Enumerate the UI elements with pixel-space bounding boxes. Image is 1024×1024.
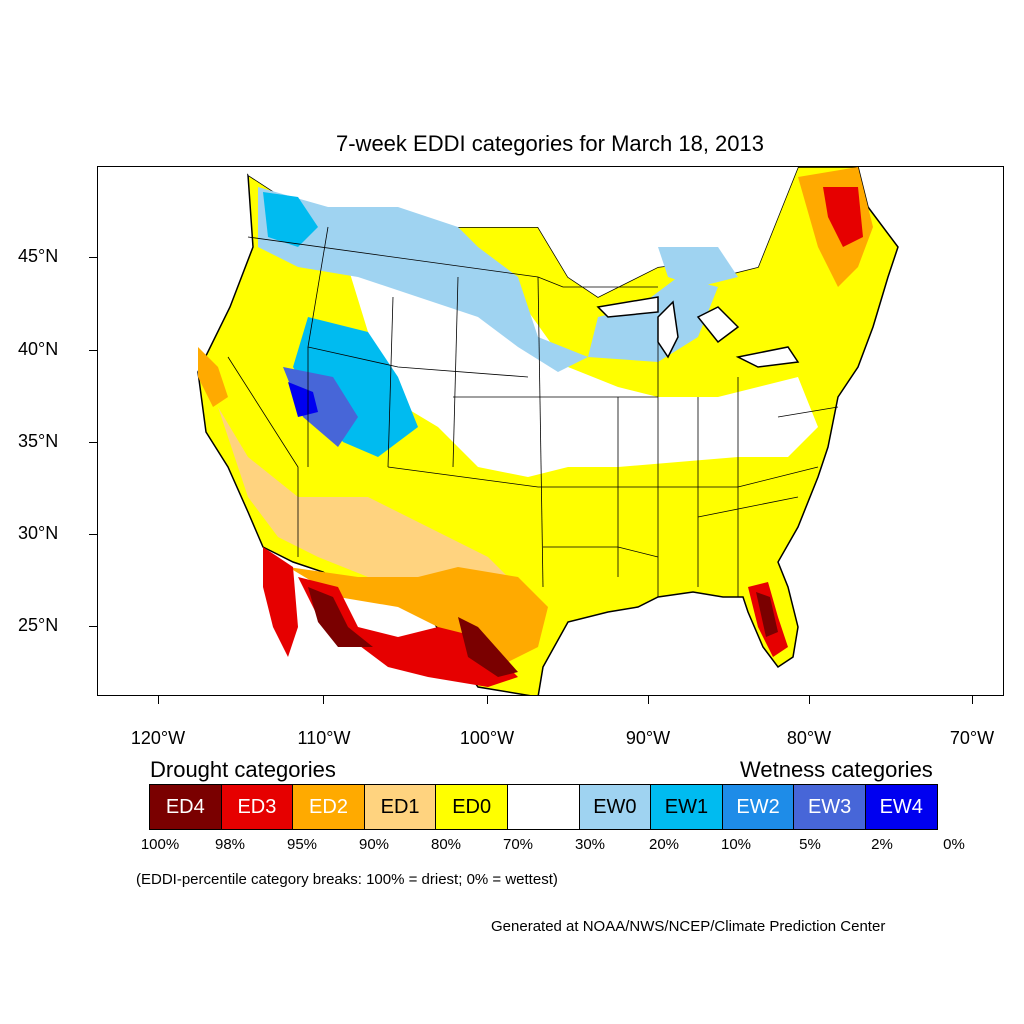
lon-label-70: 70°W: [949, 728, 995, 748]
lat-tick-30: [89, 534, 97, 535]
lat-label-25: 25°N: [18, 615, 59, 635]
region-ed3-south: [298, 577, 518, 687]
lon-label-100: 100°W: [459, 728, 515, 748]
region-ed2-california: [198, 347, 228, 407]
lat-label-35: 35°N: [18, 431, 59, 451]
region-ew0-lakes-east: [658, 247, 738, 287]
legend-label-ew3: EW3: [807, 795, 852, 818]
region-ew1-rockies: [293, 317, 418, 457]
region-ed3-baja: [263, 547, 298, 657]
legend-label-ew1: EW1: [664, 795, 709, 818]
legend-ed1: ED1: [363, 784, 437, 830]
map-panel: [97, 166, 1004, 696]
lat-label-40: 40°N: [18, 339, 59, 359]
lon-label-110: 110°W: [297, 728, 351, 748]
lat-tick-40: [89, 350, 97, 351]
land-canada: [248, 167, 798, 297]
legend-label-ew4: EW4: [879, 795, 923, 818]
category-legend-bar: ED4 ED3 ED2 ED1 ED0 EW0 EW1 EW2 EW3 EW4: [149, 784, 938, 830]
lon-label-80: 80°W: [786, 728, 832, 748]
category-breaks-note: (EDDI-percentile category breaks: 100% =…: [136, 871, 558, 888]
map-title: 7-week EDDI categories for March 18, 201…: [336, 131, 764, 156]
region-ew0-north: [258, 187, 588, 372]
legend-label-ew0: EW0: [593, 795, 637, 818]
state-boundaries: [227, 226, 839, 597]
legend-label-ed1: ED1: [380, 795, 420, 818]
lat-tick-45: [89, 257, 97, 258]
break-label-80: 80%: [430, 836, 462, 853]
break-label-2: 2%: [871, 836, 893, 853]
legend-ew0: EW0: [578, 784, 652, 830]
legend-label-ed0: ED0: [452, 795, 492, 818]
break-label-90: 90%: [358, 836, 390, 853]
legend-ed0: ED0: [435, 784, 508, 830]
lon-tick-80: [809, 696, 810, 704]
lon-label-120: 120°W: [130, 728, 186, 748]
lat-tick-25: [89, 626, 97, 627]
break-label-70: 70%: [502, 836, 534, 853]
legend-ew2: EW2: [721, 784, 795, 830]
eddi-map: [197, 167, 899, 695]
legend-label-ed4: ED4: [165, 795, 205, 818]
legend-ed3: ED3: [220, 784, 294, 830]
lat-label-30: 30°N: [18, 523, 59, 543]
legend-ew3: EW3: [793, 784, 866, 830]
drought-legend-title: Drought categories: [150, 757, 336, 782]
region-ed4-florida: [756, 592, 778, 637]
region-neutral-interior: [348, 267, 818, 477]
great-lakes: [596, 296, 800, 368]
break-label-5: 5%: [799, 836, 821, 853]
wetness-legend-title: Wetness categories: [740, 757, 933, 782]
break-label-0: 0%: [943, 836, 965, 853]
region-ew4-rockies: [288, 382, 318, 417]
lat-label-45: 45°N: [18, 246, 59, 266]
legend-ew4: EW4: [864, 784, 938, 830]
break-label-100: 100%: [140, 836, 180, 853]
legend-label-ew2: EW2: [736, 795, 780, 818]
credit-line: Generated at NOAA/NWS/NCEP/Climate Predi…: [491, 918, 886, 935]
legend-ew1: EW1: [650, 784, 723, 830]
legend-neutral: [506, 784, 580, 830]
region-ed4-south: [308, 587, 518, 677]
break-label-10: 10%: [720, 836, 752, 853]
lon-tick-70: [972, 696, 973, 704]
lon-tick-110: [323, 696, 324, 704]
region-ew3-rockies: [283, 367, 358, 447]
lon-tick-120: [158, 696, 159, 704]
break-label-95: 95%: [286, 836, 318, 853]
lon-tick-90: [648, 696, 649, 704]
legend-label-ed2: ED2: [309, 795, 348, 818]
region-ed3-northeast: [823, 187, 863, 247]
lon-label-90: 90°W: [625, 728, 671, 748]
lat-tick-35: [89, 442, 97, 443]
region-ew0-greatlakes: [588, 277, 718, 362]
legend-ed2: ED2: [292, 784, 365, 830]
break-label-98: 98%: [214, 836, 246, 853]
legend-label-ed3: ED3: [237, 795, 277, 818]
region-ew1-north: [263, 192, 318, 247]
lon-tick-100: [487, 696, 488, 704]
break-label-20: 20%: [648, 836, 680, 853]
legend-ed4: ED4: [149, 784, 222, 830]
break-label-30: 30%: [574, 836, 606, 853]
